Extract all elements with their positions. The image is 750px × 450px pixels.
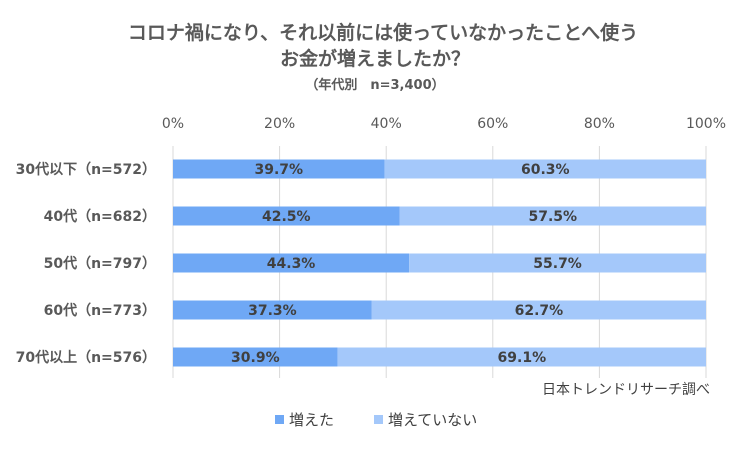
bar-segment — [337, 347, 706, 367]
bar-segment — [371, 300, 706, 320]
chart-title-line-1: コロナ禍になり、それ以前には使っていなかったことへ使う — [128, 21, 638, 44]
x-tick-label: 80% — [584, 116, 615, 132]
x-tick-label: 40% — [371, 116, 402, 132]
category-label: 70代以上（n=576） — [16, 349, 156, 366]
bar-series — [173, 159, 706, 367]
x-tick-label: 60% — [477, 116, 508, 132]
data-label: 37.3% — [248, 303, 297, 319]
legend-label: 増えていない — [388, 411, 477, 429]
data-label: 69.1% — [498, 350, 547, 366]
bar-segment — [173, 253, 410, 273]
category-label: 60代（n=773） — [44, 302, 156, 319]
bar-segment — [173, 300, 372, 320]
category-label: 30代以下（n=572） — [16, 161, 156, 178]
data-label: 39.7% — [255, 162, 304, 178]
category-label: 50代（n=797） — [44, 255, 156, 272]
x-axis-tick-labels: 0% 20% 40% 60% 80% 100% — [162, 116, 726, 132]
data-label: 62.7% — [515, 303, 564, 319]
chart-title-line-2: お金が増えましたか？ — [280, 47, 470, 70]
bar-segment — [384, 159, 706, 179]
data-label: 44.3% — [267, 256, 316, 272]
legend-label: 増えた — [289, 411, 334, 429]
data-label: 30.9% — [231, 350, 280, 366]
data-label: 42.5% — [262, 209, 311, 225]
bar-segment — [409, 253, 706, 273]
source-note: 日本トレンドリサーチ調べ — [542, 382, 710, 398]
category-label: 40代（n=682） — [44, 208, 156, 225]
x-tick-label: 100% — [686, 116, 726, 132]
category-labels: 30代以下（n=572） 40代（n=682） 50代（n=797） 60代（n=77… — [16, 161, 156, 366]
data-label: 60.3% — [521, 162, 570, 178]
chart-subtitle: （年代別 n=3,400） — [305, 77, 444, 93]
bar-segment — [173, 159, 385, 179]
x-tick-label: 20% — [264, 116, 295, 132]
x-tick-label: 0% — [162, 116, 184, 132]
data-label: 57.5% — [528, 209, 577, 225]
bar-segment — [399, 206, 706, 226]
data-label: 55.7% — [533, 256, 582, 272]
bar-segment — [173, 347, 338, 367]
bar-segment — [173, 206, 400, 226]
data-labels: 39.7% 60.3% 42.5% 57.5% 44.3% 55.7% 37.3% 62.7%… — [231, 162, 582, 366]
legend: 増えた 増えていない — [275, 411, 477, 429]
legend-swatch — [275, 415, 284, 424]
legend-swatch — [374, 415, 383, 424]
